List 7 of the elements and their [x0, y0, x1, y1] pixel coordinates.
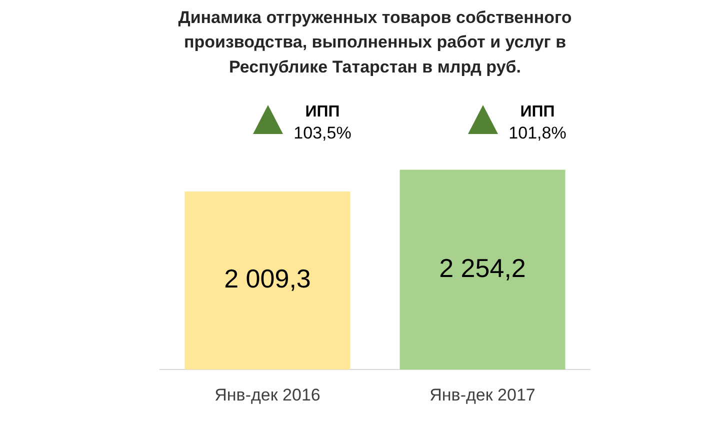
x-tick-label: Янв-дек 2016: [214, 385, 320, 404]
x-tick-label: Янв-дек 2017: [430, 385, 536, 404]
text: ИПП 101,8%: [508, 103, 566, 143]
chart-title: Динамика отгруженных товаров собственного производства, выполненных работ и услуг в Республике Татарстан в млрд руб.: [178, 8, 572, 76]
text: ИПП 103,5%: [294, 103, 352, 143]
data-label: 2 254,2: [439, 252, 526, 283]
data-label: 2 009,3: [224, 264, 311, 294]
